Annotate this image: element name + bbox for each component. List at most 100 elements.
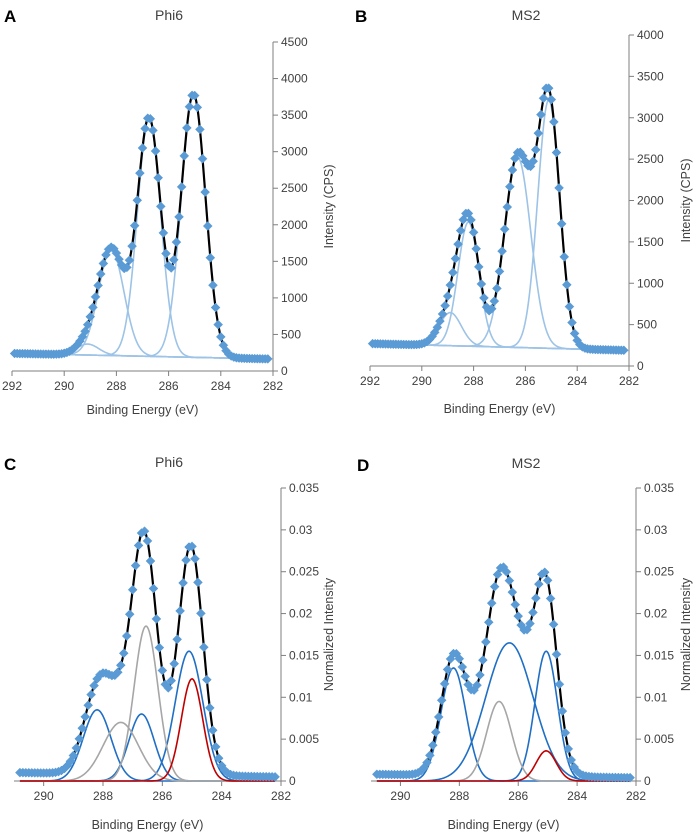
x-tick-label: 290 <box>390 789 410 803</box>
data-point <box>475 670 485 680</box>
data-point <box>560 727 571 738</box>
data-point <box>145 556 156 566</box>
x-tick-label: 282 <box>271 789 291 803</box>
data-point <box>525 618 535 629</box>
gray-component-b-curve <box>19 625 276 782</box>
y-tick-label: 0 <box>644 774 651 788</box>
x-tick-label: 284 <box>211 379 231 393</box>
data-point <box>215 332 226 342</box>
y-tick-label: 500 <box>637 318 657 332</box>
data-point <box>556 218 567 229</box>
y-axis-title: Normalized Intensity <box>322 577 336 691</box>
blue-component-b-curve <box>376 642 631 782</box>
data-point <box>171 237 182 247</box>
data-point <box>205 252 216 263</box>
y-tick-label: 1500 <box>281 254 308 268</box>
data-point <box>83 700 94 711</box>
data-point <box>561 279 572 290</box>
data-point <box>71 743 82 753</box>
panel-letter: B <box>355 7 367 26</box>
data-point <box>210 741 221 752</box>
data-point <box>455 225 466 236</box>
y-tick-label: 0.015 <box>644 648 674 662</box>
y-tick-label: 4000 <box>637 28 664 42</box>
data-point <box>132 195 143 206</box>
data-point <box>95 269 106 279</box>
x-tick-label: 284 <box>212 789 232 803</box>
data-point <box>199 642 209 653</box>
data-point <box>124 609 135 620</box>
data-point <box>127 584 138 595</box>
data-point <box>166 263 177 273</box>
data-point <box>530 144 541 155</box>
data-point <box>142 536 153 546</box>
data-point <box>489 296 500 306</box>
data-point <box>148 125 158 136</box>
data-point <box>88 302 98 313</box>
data-point <box>502 202 513 212</box>
data-point <box>204 703 215 713</box>
data-point <box>437 309 448 319</box>
x-tick-label: 290 <box>34 789 54 803</box>
y-tick-label: 2000 <box>281 218 308 232</box>
data-point <box>201 674 212 685</box>
data-point <box>566 755 577 765</box>
data-point <box>208 280 218 291</box>
data-point <box>192 102 203 113</box>
y-tick-label: 3500 <box>281 108 308 122</box>
fit-envelope-line <box>14 92 268 361</box>
x-tick-label: 284 <box>567 374 587 388</box>
data-point <box>453 239 463 250</box>
data-point <box>89 680 99 691</box>
data-point <box>430 727 441 738</box>
y-tick-label: 500 <box>281 327 301 341</box>
data-point <box>140 123 150 134</box>
data-point <box>549 117 559 127</box>
data-point <box>569 328 580 339</box>
data-point <box>559 251 570 262</box>
data-point <box>473 262 484 272</box>
blue-component-a-curve <box>376 667 631 782</box>
data-markers <box>9 90 273 364</box>
data-point <box>210 302 221 313</box>
data-point <box>494 266 505 277</box>
data-point <box>182 123 192 133</box>
panel-letter: A <box>4 7 16 26</box>
data-point <box>480 637 491 647</box>
y-axis-title: Normalized Intensity <box>679 577 693 691</box>
chart-title: MS2 <box>512 7 541 23</box>
y-tick-label: 0.005 <box>289 732 319 746</box>
y-tick-label: 0.02 <box>289 607 313 621</box>
blue-component-c-curve <box>376 650 631 782</box>
y-tick-label: 4000 <box>281 72 308 86</box>
chart-title: Phi6 <box>155 454 183 470</box>
data-point <box>466 215 476 225</box>
component-4-curve <box>14 93 268 360</box>
data-point <box>507 165 518 175</box>
data-point <box>513 611 524 621</box>
data-markers <box>367 83 629 356</box>
data-point <box>155 201 166 212</box>
y-tick-label: 0.03 <box>289 523 313 537</box>
data-point <box>169 658 180 669</box>
y-tick-label: 2500 <box>637 152 664 166</box>
y-axis-title: Intensity (CPS) <box>679 158 693 242</box>
y-tick-label: 1000 <box>637 276 664 290</box>
data-point <box>200 187 210 197</box>
y-tick-label: 0.025 <box>644 565 674 579</box>
data-point <box>135 168 145 179</box>
data-point <box>121 262 132 273</box>
data-point <box>545 593 556 604</box>
data-point <box>80 711 91 722</box>
data-point <box>179 151 190 161</box>
data-point <box>98 258 109 269</box>
data-point <box>112 667 123 678</box>
data-point <box>507 587 518 598</box>
data-point <box>442 291 453 301</box>
data-point <box>187 541 197 552</box>
data-point <box>531 593 541 604</box>
data-point <box>158 228 169 238</box>
data-point <box>130 560 141 571</box>
data-point <box>440 300 450 311</box>
data-point <box>166 675 177 686</box>
